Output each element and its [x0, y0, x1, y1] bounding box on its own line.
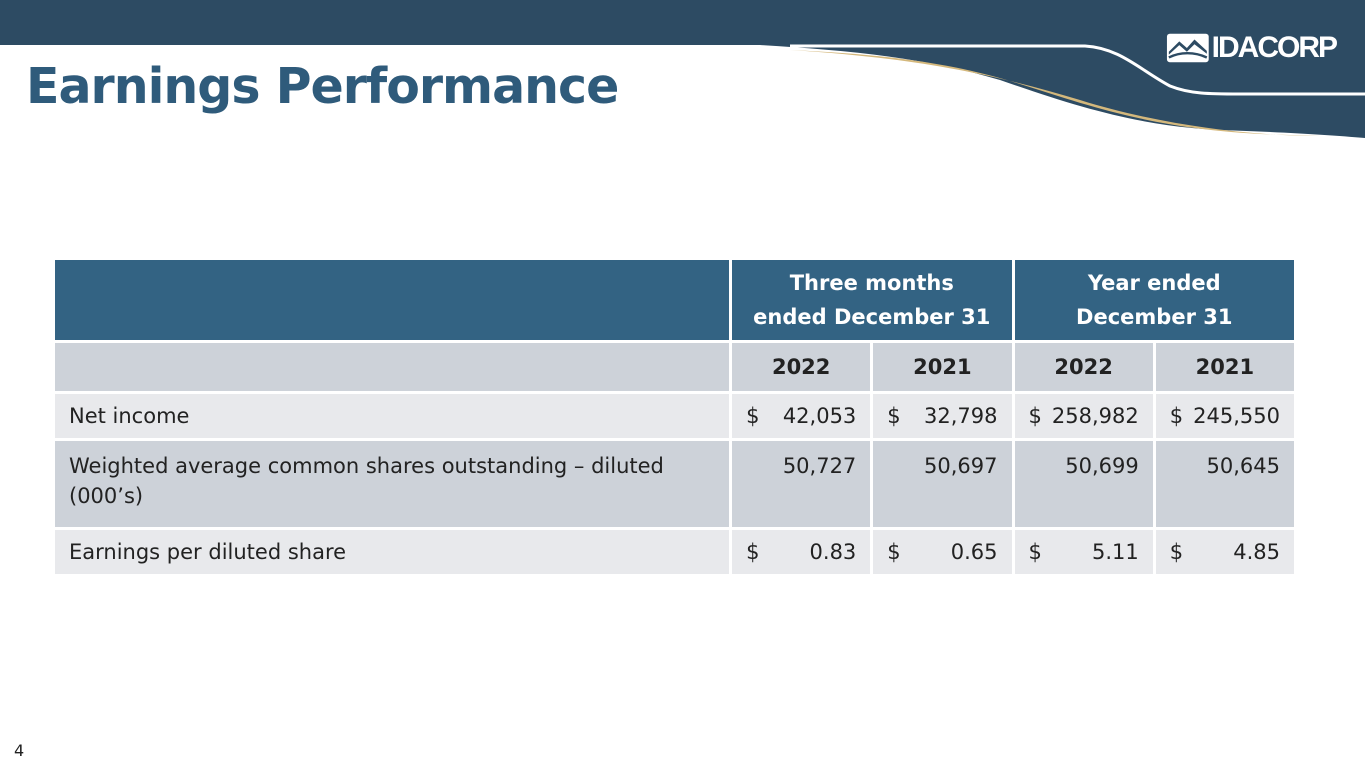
- value-amount: 245,550: [1193, 404, 1280, 428]
- table-row-net-income: Net income $42,053 $32,798 $258,982 $245…: [51, 391, 1298, 441]
- value-cell: 50,697: [870, 438, 1015, 530]
- currency-symbol: $: [887, 404, 901, 428]
- table-group-header-row: Three months ended December 31 Year ende…: [51, 257, 1298, 343]
- currency-symbol: $: [1169, 540, 1184, 564]
- value-cell: $32,798: [870, 391, 1015, 441]
- value-amount: 42,053: [782, 404, 857, 428]
- value-cell: $5.11: [1011, 527, 1156, 577]
- mountain-logo-icon: [1166, 33, 1209, 63]
- value-amount: 50,645: [1206, 454, 1280, 478]
- row-label: Net income: [51, 391, 733, 441]
- value-amount: 4.85: [1233, 540, 1280, 564]
- value-cell: 50,727: [729, 438, 874, 530]
- header-year-ended-line1: Year ended: [1087, 271, 1221, 295]
- year-header: 2021: [870, 340, 1015, 394]
- currency-symbol: $: [887, 540, 901, 564]
- header-year-ended-line2: December 31: [1076, 305, 1233, 329]
- value-cell: $0.83: [729, 527, 874, 577]
- value-amount: 0.83: [809, 540, 857, 564]
- currency-symbol: $: [746, 404, 760, 428]
- value-amount: 50,699: [1065, 454, 1139, 478]
- value-amount: 50,727: [782, 454, 857, 478]
- year-header: 2022: [1011, 340, 1156, 394]
- page-title: Earnings Performance: [26, 58, 619, 115]
- header-banner: [0, 0, 1365, 138]
- value-amount: 50,697: [924, 454, 998, 478]
- year-header: 2022: [729, 340, 874, 394]
- value-cell: 50,699: [1011, 438, 1156, 530]
- value-cell: 50,645: [1152, 438, 1298, 530]
- header-year-ended: Year ended December 31: [1011, 257, 1298, 343]
- year-empty-cell: [51, 340, 733, 394]
- header-three-months: Three months ended December 31: [729, 257, 1015, 343]
- currency-symbol: $: [1028, 540, 1042, 564]
- header-three-months-line1: Three months: [789, 271, 954, 295]
- currency-symbol: $: [746, 540, 760, 564]
- value-cell: $42,053: [729, 391, 874, 441]
- value-amount: 32,798: [924, 404, 998, 428]
- value-cell: $245,550: [1152, 391, 1298, 441]
- logo-text: IDACORP: [1211, 31, 1338, 64]
- table-row-eps: Earnings per diluted share $0.83 $0.65 $…: [51, 527, 1298, 577]
- header-three-months-line2: ended December 31: [753, 305, 991, 329]
- earnings-table: Three months ended December 31 Year ende…: [51, 257, 1298, 577]
- value-amount: 5.11: [1091, 540, 1139, 564]
- currency-symbol: $: [1028, 404, 1042, 428]
- idacorp-logo: IDACORP: [1166, 30, 1338, 66]
- value-cell: $4.85: [1152, 527, 1298, 577]
- table-row-weighted-shares: Weighted average common shares outstandi…: [51, 438, 1298, 530]
- value-amount: 258,982: [1051, 404, 1139, 428]
- value-cell: $258,982: [1011, 391, 1156, 441]
- row-label: Earnings per diluted share: [51, 527, 733, 577]
- year-header: 2021: [1152, 340, 1298, 394]
- table-year-row: 2022 2021 2022 2021: [51, 340, 1298, 394]
- row-label: Weighted average common shares outstandi…: [51, 438, 733, 530]
- header-empty-cell: [51, 257, 733, 343]
- page-number: 4: [14, 741, 25, 760]
- currency-symbol: $: [1169, 404, 1184, 428]
- value-amount: 0.65: [950, 540, 998, 564]
- value-cell: $0.65: [870, 527, 1015, 577]
